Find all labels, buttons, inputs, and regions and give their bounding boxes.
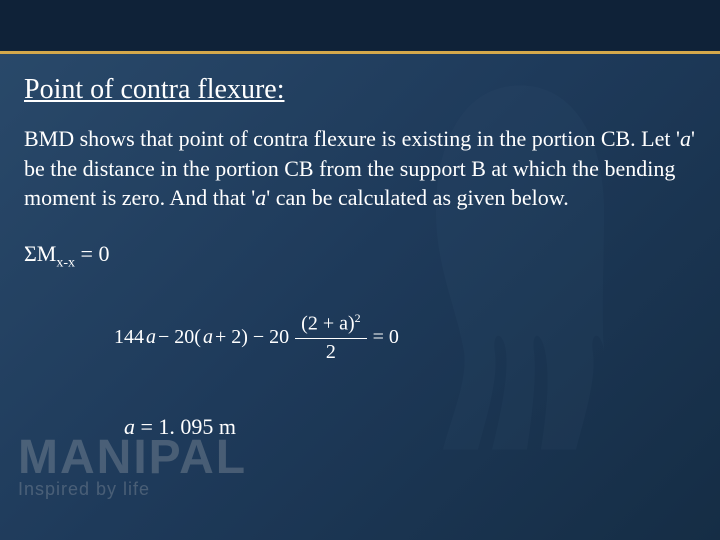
sigma-sub: x-x: [56, 255, 75, 270]
f-t4: = 0: [373, 326, 399, 349]
f-t3: + 2) − 20: [215, 326, 289, 349]
sigma-m: ΣM: [24, 241, 56, 266]
body-paragraph: BMD shows that point of contra flexure i…: [24, 124, 696, 213]
result-val: = 1. 095 m: [135, 414, 236, 439]
f-a1: a: [146, 326, 156, 349]
f-a2: a: [203, 326, 213, 349]
f-t2: − 20(: [158, 326, 201, 349]
result-line: a = 1. 095 m: [124, 414, 696, 440]
slide-heading: Point of contra flexure:: [24, 74, 696, 106]
var-a-2: a: [255, 185, 266, 210]
top-bar: [0, 0, 720, 54]
fraction-numerator: (2 + a)2: [295, 311, 366, 339]
body-text-3: ' can be calculated as given below.: [266, 185, 568, 210]
var-a-1: a: [680, 126, 691, 151]
equation-sum-moments: ΣMx-x = 0: [24, 241, 696, 271]
f-t1: 144: [114, 326, 144, 349]
result-a: a: [124, 414, 135, 439]
fraction-denominator: 2: [326, 339, 336, 364]
num-sup: 2: [355, 311, 361, 325]
formula-expression: 144a − 20(a + 2) − 20 (2 + a)2 2 = 0: [114, 311, 696, 364]
fraction: (2 + a)2 2: [295, 311, 366, 364]
sigma-eq: = 0: [75, 241, 109, 266]
slide-content: Point of contra flexure: BMD shows that …: [0, 54, 720, 460]
num-text: (2 + a): [301, 313, 354, 335]
body-text-1: BMD shows that point of contra flexure i…: [24, 126, 680, 151]
